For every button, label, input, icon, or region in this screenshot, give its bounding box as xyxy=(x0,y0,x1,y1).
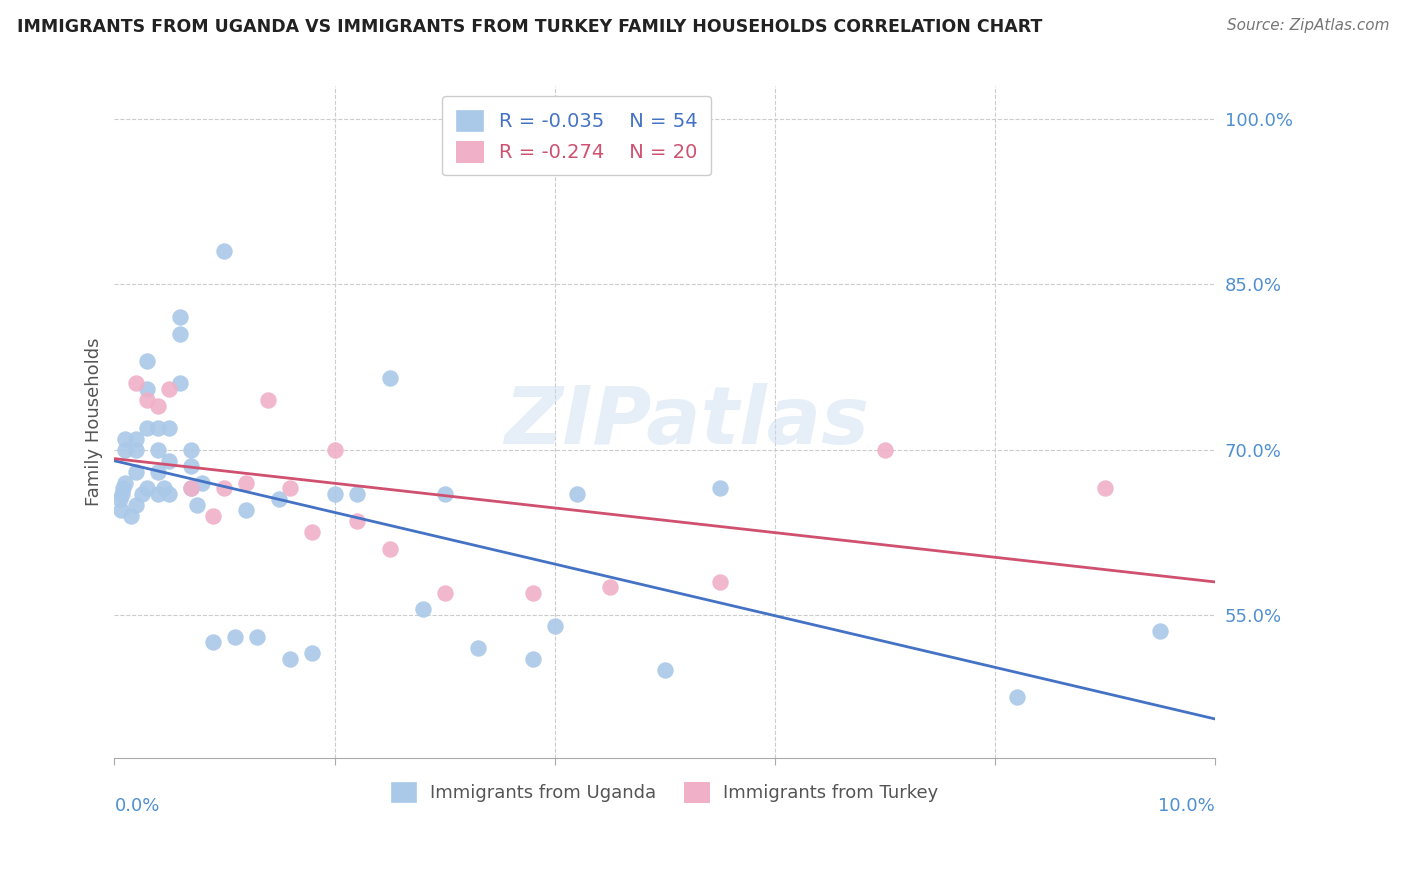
Point xyxy=(235,475,257,490)
Point xyxy=(125,465,148,479)
Text: 0.0%: 0.0% xyxy=(114,797,160,814)
Point xyxy=(378,541,401,556)
Point xyxy=(148,465,170,479)
Point xyxy=(114,442,136,457)
Point xyxy=(257,392,280,407)
Point xyxy=(467,640,489,655)
Point xyxy=(433,585,456,599)
Point xyxy=(301,524,323,539)
Point xyxy=(159,420,181,434)
Point xyxy=(180,458,202,473)
Point xyxy=(599,580,621,594)
Point xyxy=(235,503,257,517)
Point xyxy=(709,481,731,495)
Point xyxy=(224,630,246,644)
Point xyxy=(378,371,401,385)
Point xyxy=(159,382,181,396)
Point xyxy=(1094,481,1116,495)
Point xyxy=(110,503,132,517)
Point xyxy=(323,486,346,500)
Point xyxy=(565,486,588,500)
Point xyxy=(269,491,291,506)
Point xyxy=(346,514,368,528)
Legend: Immigrants from Uganda, Immigrants from Turkey: Immigrants from Uganda, Immigrants from … xyxy=(384,775,946,809)
Point xyxy=(148,420,170,434)
Point xyxy=(246,630,269,644)
Point xyxy=(214,244,236,259)
Point xyxy=(280,651,302,665)
Point xyxy=(186,498,208,512)
Point xyxy=(1149,624,1171,639)
Point xyxy=(654,663,676,677)
Point xyxy=(112,481,135,495)
Point xyxy=(148,442,170,457)
Text: ZIPatlas: ZIPatlas xyxy=(505,383,869,461)
Point xyxy=(136,382,159,396)
Point xyxy=(148,486,170,500)
Point xyxy=(125,442,148,457)
Point xyxy=(280,481,302,495)
Point xyxy=(114,475,136,490)
Point xyxy=(108,491,131,506)
Point xyxy=(136,420,159,434)
Point xyxy=(301,646,323,660)
Point xyxy=(323,442,346,457)
Point xyxy=(180,481,202,495)
Point xyxy=(191,475,214,490)
Point xyxy=(1005,690,1028,705)
Point xyxy=(180,481,202,495)
Point xyxy=(169,376,191,391)
Point xyxy=(136,481,159,495)
Point xyxy=(159,453,181,467)
Text: Source: ZipAtlas.com: Source: ZipAtlas.com xyxy=(1226,18,1389,33)
Point xyxy=(120,508,142,523)
Point xyxy=(131,486,153,500)
Text: IMMIGRANTS FROM UGANDA VS IMMIGRANTS FROM TURKEY FAMILY HOUSEHOLDS CORRELATION C: IMMIGRANTS FROM UGANDA VS IMMIGRANTS FRO… xyxy=(17,18,1042,36)
Point xyxy=(159,486,181,500)
Point xyxy=(202,635,225,649)
Point xyxy=(202,508,225,523)
Text: 10.0%: 10.0% xyxy=(1159,797,1215,814)
Point xyxy=(148,399,170,413)
Point xyxy=(153,481,176,495)
Point xyxy=(125,432,148,446)
Point xyxy=(412,602,434,616)
Point xyxy=(125,376,148,391)
Point xyxy=(136,354,159,368)
Point xyxy=(111,486,134,500)
Point xyxy=(522,585,544,599)
Point xyxy=(543,618,565,632)
Point xyxy=(346,486,368,500)
Point xyxy=(873,442,896,457)
Point xyxy=(125,498,148,512)
Y-axis label: Family Households: Family Households xyxy=(86,338,103,507)
Point xyxy=(214,481,236,495)
Point xyxy=(522,651,544,665)
Point xyxy=(169,326,191,341)
Point xyxy=(114,432,136,446)
Point xyxy=(136,392,159,407)
Point xyxy=(180,442,202,457)
Point xyxy=(169,310,191,325)
Point xyxy=(709,574,731,589)
Point xyxy=(433,486,456,500)
